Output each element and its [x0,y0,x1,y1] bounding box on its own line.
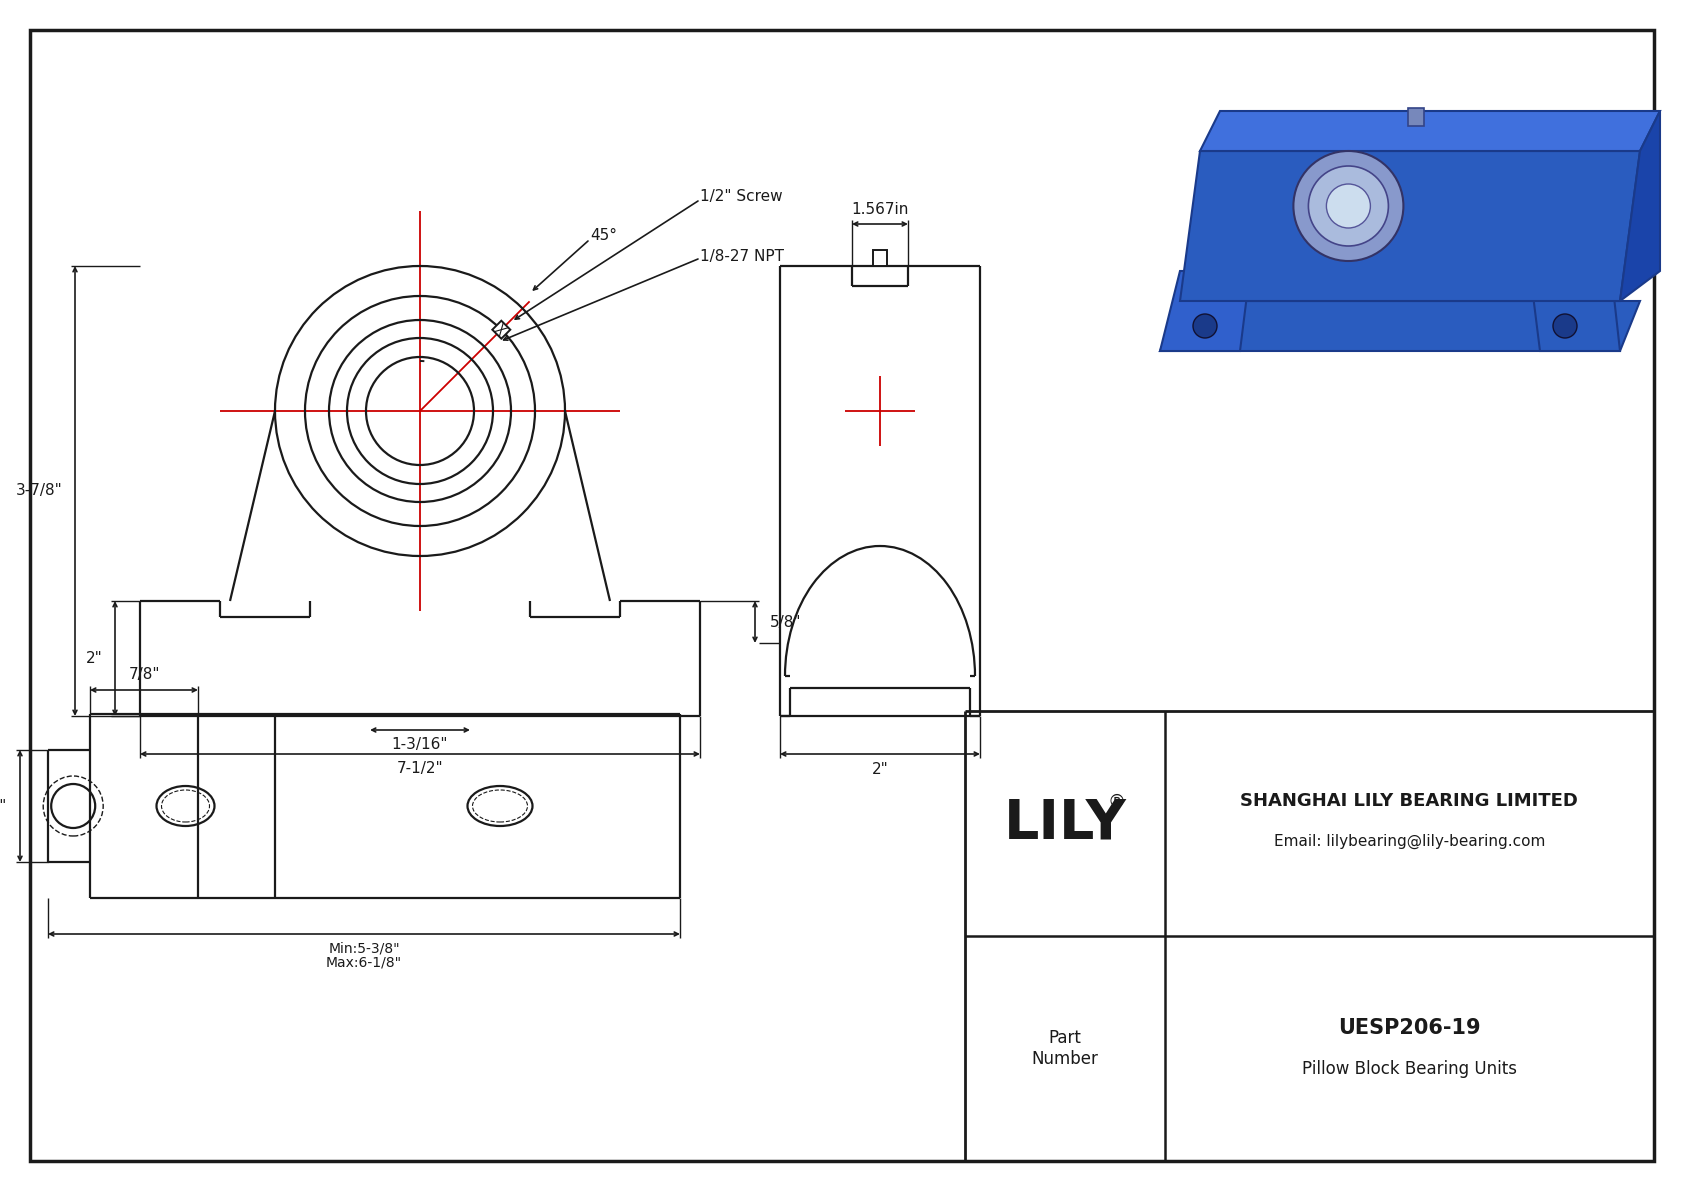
Circle shape [1192,314,1218,338]
Circle shape [1293,151,1403,261]
Text: ®: ® [1108,792,1127,811]
Text: Email: lilybearing@lily-bearing.com: Email: lilybearing@lily-bearing.com [1273,834,1546,849]
Circle shape [1327,183,1371,227]
Text: UESP206-19: UESP206-19 [1339,1018,1480,1039]
Text: 1/2" Screw: 1/2" Screw [701,188,783,204]
Polygon shape [1160,301,1640,351]
Text: 7/8": 7/8" [128,667,160,681]
Text: 1-3/16": 1-3/16" [392,737,448,753]
Text: Pillow Block Bearing Units: Pillow Block Bearing Units [1302,1060,1517,1078]
Circle shape [1553,314,1576,338]
Polygon shape [1180,151,1640,301]
Text: 2": 2" [86,651,103,666]
Bar [1408,108,1425,126]
Polygon shape [492,320,510,338]
Polygon shape [1201,111,1660,151]
Text: Max:6-1/8": Max:6-1/8" [327,955,402,969]
Circle shape [1308,166,1388,247]
Polygon shape [1160,272,1250,351]
Text: 2": 2" [872,761,889,777]
Text: 3-7/8": 3-7/8" [17,484,62,499]
Text: 7-1/2": 7-1/2" [397,761,443,777]
Text: 5/8": 5/8" [770,615,802,630]
Text: SHANGHAI LILY BEARING LIMITED: SHANGHAI LILY BEARING LIMITED [1241,792,1578,811]
Text: 1.567in: 1.567in [852,201,909,217]
Text: 9/16": 9/16" [0,798,7,813]
Text: LILY: LILY [1004,797,1127,850]
Polygon shape [1620,111,1660,301]
Text: 1/8-27 NPT: 1/8-27 NPT [701,249,785,263]
Text: 45°: 45° [589,229,616,243]
Bar [872,250,887,266]
Text: Min:5-3/8": Min:5-3/8" [328,941,399,955]
Polygon shape [1531,261,1620,351]
Text: Part
Number: Part Number [1032,1029,1098,1068]
Bar [1130,40,1650,381]
